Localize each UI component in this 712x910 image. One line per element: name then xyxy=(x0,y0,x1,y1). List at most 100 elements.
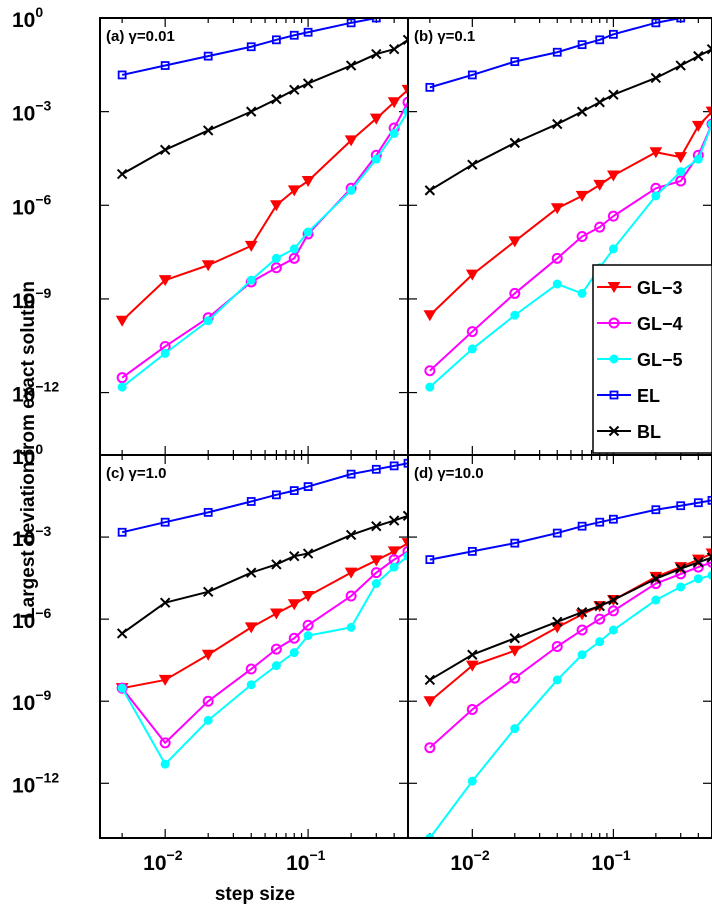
data-point xyxy=(302,78,314,89)
data-point xyxy=(289,244,299,254)
data-point xyxy=(510,538,520,548)
data-point xyxy=(608,594,619,606)
data-point xyxy=(302,548,314,559)
data-point xyxy=(675,563,686,574)
data-point xyxy=(675,175,687,187)
data-point xyxy=(303,631,313,641)
data-point xyxy=(160,61,170,70)
data-point xyxy=(246,497,256,506)
data-point xyxy=(158,275,172,287)
legend-marker xyxy=(608,425,620,437)
data-point xyxy=(705,106,712,118)
series-bl xyxy=(116,510,408,639)
series-bl xyxy=(424,552,712,686)
data-point xyxy=(246,275,256,285)
legend-label: GL−5 xyxy=(637,350,683,370)
data-point xyxy=(302,619,314,631)
data-point xyxy=(552,675,562,685)
data-point xyxy=(467,546,477,556)
data-point xyxy=(608,625,618,635)
data-point xyxy=(246,106,257,117)
data-point xyxy=(509,287,521,299)
data-point xyxy=(270,608,283,620)
data-point xyxy=(289,550,300,562)
data-point xyxy=(509,672,521,684)
data-point xyxy=(158,674,172,686)
data-point xyxy=(693,557,704,568)
data-point xyxy=(693,574,703,584)
data-point xyxy=(425,382,435,392)
data-point xyxy=(201,649,215,661)
data-point xyxy=(423,310,437,322)
data-point xyxy=(551,641,563,652)
data-point xyxy=(271,94,282,105)
data-point xyxy=(160,348,170,358)
data-point xyxy=(401,538,408,550)
data-point xyxy=(423,696,437,708)
panel-title: (c) γ=1.0 xyxy=(106,465,166,482)
data-point xyxy=(594,613,606,625)
data-point xyxy=(649,147,663,159)
data-point xyxy=(371,579,381,589)
data-point xyxy=(344,135,358,147)
data-point xyxy=(117,382,127,392)
data-point xyxy=(691,120,705,132)
data-point xyxy=(116,168,128,180)
data-point xyxy=(159,737,171,749)
tick-label: 10−12 xyxy=(12,379,59,407)
data-point xyxy=(246,567,257,578)
series-line xyxy=(429,561,712,749)
tick-label: 10−6 xyxy=(12,605,52,633)
data-point xyxy=(509,633,520,644)
data-point xyxy=(346,622,356,632)
series-gl-5 xyxy=(425,570,712,838)
panel-background xyxy=(408,455,712,838)
data-point xyxy=(467,159,478,170)
tick-label: 10−2 xyxy=(450,847,490,875)
series-line xyxy=(121,101,408,379)
data-point xyxy=(371,520,382,532)
series-bl xyxy=(424,44,712,196)
data-point xyxy=(388,515,400,526)
data-point xyxy=(693,50,704,62)
panels-layer: (a) γ=0.01 (b) γ=0.1 (c) γ=1.0 (d) γ=10.0 xyxy=(99,17,712,839)
data-point xyxy=(301,591,315,603)
data-point xyxy=(552,47,562,57)
data-point xyxy=(288,632,300,644)
data-point xyxy=(552,118,563,130)
data-point xyxy=(203,715,213,725)
data-point xyxy=(552,528,562,538)
data-point xyxy=(594,221,606,233)
legend-marker xyxy=(607,282,621,293)
legend-entry: GL−5 xyxy=(597,350,683,370)
data-point xyxy=(608,29,618,39)
legend-marker xyxy=(609,390,619,400)
data-point xyxy=(676,167,686,177)
legend-label: GL−3 xyxy=(637,278,683,298)
data-point xyxy=(676,582,686,592)
legend-marker xyxy=(609,354,619,364)
legend-entry: BL xyxy=(597,422,661,442)
data-point xyxy=(289,486,299,495)
data-point xyxy=(706,44,712,55)
tick-label: 10−6 xyxy=(12,191,52,219)
panel-series xyxy=(115,458,408,769)
data-point xyxy=(467,70,477,80)
data-point xyxy=(159,597,171,608)
data-point xyxy=(289,84,300,96)
series-line xyxy=(429,123,712,372)
tick-label: 10−1 xyxy=(286,847,326,875)
data-point xyxy=(116,372,128,384)
panel-4: (d) γ=10.0 xyxy=(407,454,712,839)
data-point xyxy=(246,42,256,52)
data-point xyxy=(345,590,357,602)
data-point xyxy=(650,573,662,584)
data-point xyxy=(371,18,381,23)
data-point xyxy=(369,555,383,567)
series-gl-4 xyxy=(116,545,408,749)
data-point xyxy=(466,703,478,715)
data-point xyxy=(510,724,520,734)
data-point xyxy=(389,461,399,471)
data-point xyxy=(387,97,401,109)
data-point xyxy=(576,231,588,242)
